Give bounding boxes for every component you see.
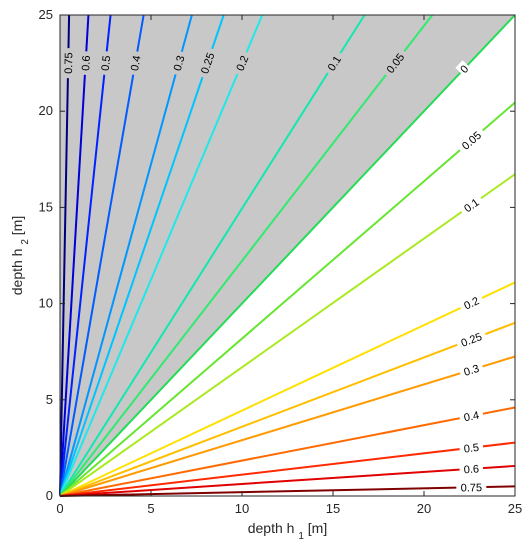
y-axis-label: depth h 2 [m] xyxy=(9,216,31,296)
contour-label-text: 0.2 xyxy=(462,295,481,312)
contour-label-bg xyxy=(457,291,485,315)
contour-line-lower-0_1 xyxy=(59,173,516,497)
contour-line-lower-0_4 xyxy=(59,406,516,497)
contour-label-lower-0_2: 0.2 xyxy=(457,291,485,315)
contour-line-upper-0_4 xyxy=(59,14,145,497)
y-axis-label-unit: [m] xyxy=(9,216,25,239)
y-tick-label: 25 xyxy=(39,7,53,22)
contour-label-text: 0.6 xyxy=(463,463,479,476)
contour-label-text: 0.75 xyxy=(63,52,75,74)
x-tick-label: 20 xyxy=(417,501,431,516)
contour-label-diag-0: 0 xyxy=(455,60,473,78)
contour-label-bg xyxy=(321,49,347,77)
contour-label-text: 0.3 xyxy=(463,363,481,379)
contour-label-bg xyxy=(195,46,219,80)
contour-label-bg xyxy=(77,50,94,76)
x-tick-label: 25 xyxy=(508,501,522,516)
contour-line-upper-0_25 xyxy=(59,14,225,497)
contour-label-lower-0_75: 0.75 xyxy=(456,479,487,495)
contour-line-lower-0_75 xyxy=(59,485,516,497)
y-tick-label: 20 xyxy=(39,103,53,118)
contour-label-upper-0_6: 0.6 xyxy=(77,50,94,76)
x-axis-label-unit: [m] xyxy=(304,520,327,536)
contour-line-upper-0_1 xyxy=(59,14,366,497)
contour-line-lower-0_25 xyxy=(59,321,516,497)
contour-line-upper-0_3 xyxy=(59,14,193,497)
contour-label-bg xyxy=(459,461,484,477)
contour-label-lower-0_4: 0.4 xyxy=(458,406,485,426)
contour-label-bg xyxy=(60,47,76,79)
contour-line-lower-0_6 xyxy=(59,464,516,497)
contour-label-text: 0.4 xyxy=(129,55,143,72)
y-tick-label: 15 xyxy=(39,199,53,214)
x-tick-label: 10 xyxy=(235,501,249,516)
y-tick-label: 5 xyxy=(46,392,53,407)
x-tick-label: 15 xyxy=(326,501,340,516)
contour-label-upper-0_75: 0.75 xyxy=(60,47,76,79)
contour-label-upper-0_4: 0.4 xyxy=(126,50,145,76)
contour-label-text: 0.6 xyxy=(80,55,93,71)
contour-label-text: 0.5 xyxy=(100,55,114,71)
contour-label-bg xyxy=(380,46,410,80)
contour-line-lower-0_3 xyxy=(59,355,516,497)
contour-label-bg xyxy=(454,327,488,352)
contour-label-upper-0_3: 0.3 xyxy=(168,49,189,77)
contour-label-lower-0_3: 0.3 xyxy=(458,359,485,381)
y-tick-label: 0 xyxy=(46,488,53,503)
contour-label-lower-0_6: 0.6 xyxy=(459,461,484,477)
x-tick-label: 5 xyxy=(147,501,154,516)
contour-label-bg xyxy=(230,49,254,77)
contour-label-text: 0.5 xyxy=(463,442,480,456)
contour-label-bg xyxy=(457,192,485,218)
x-axis-ticks: 0 5 10 15 20 25 xyxy=(56,15,522,516)
contour-line-upper-0_75 xyxy=(59,14,71,497)
contour-label-bg xyxy=(458,406,485,426)
contour-label-bg xyxy=(455,60,473,78)
contour-label-bg xyxy=(97,50,114,76)
contour-label-bg xyxy=(126,50,145,76)
contour-label-bg xyxy=(456,479,487,495)
contour-label-text: 0.75 xyxy=(461,482,483,494)
contour-line-upper-0_2 xyxy=(59,14,264,497)
contour-line-diag-0 xyxy=(59,14,516,497)
axes-frame xyxy=(59,14,516,497)
contour-lines xyxy=(59,14,516,497)
contour-line-upper-0_6 xyxy=(59,14,90,497)
contour-label-upper-0_2: 0.2 xyxy=(230,49,254,77)
contour-label-bg xyxy=(455,125,488,156)
contour-label-bg xyxy=(458,439,484,457)
contour-line-lower-0_2 xyxy=(59,281,516,497)
contour-label-text: 0.3 xyxy=(172,54,188,72)
contour-label-lower-0_5: 0.5 xyxy=(458,439,484,457)
contour-line-lower-0_5 xyxy=(59,441,516,497)
contour-line-upper-0_05 xyxy=(59,14,434,497)
y-tick-label: 10 xyxy=(39,296,53,311)
contour-label-upper-0_5: 0.5 xyxy=(97,50,114,76)
axes-box xyxy=(59,14,516,497)
y-axis-ticks: 0 5 10 15 20 25 xyxy=(39,7,515,503)
y-axis-label-subscript: 2 xyxy=(20,239,31,245)
contour-line-upper-0_5 xyxy=(59,14,112,497)
x-tick-label: 0 xyxy=(56,501,63,516)
contour-label-bg xyxy=(458,359,485,381)
contour-label-bg xyxy=(168,49,189,77)
x-axis-label: depth h 1 [m] xyxy=(248,520,328,542)
contour-line-lower-0_05 xyxy=(59,101,516,497)
contour-label-text: 0.2 xyxy=(234,54,251,73)
contour-label-text: 0.4 xyxy=(463,410,480,425)
x-axis-label-subscript: 1 xyxy=(298,531,304,542)
